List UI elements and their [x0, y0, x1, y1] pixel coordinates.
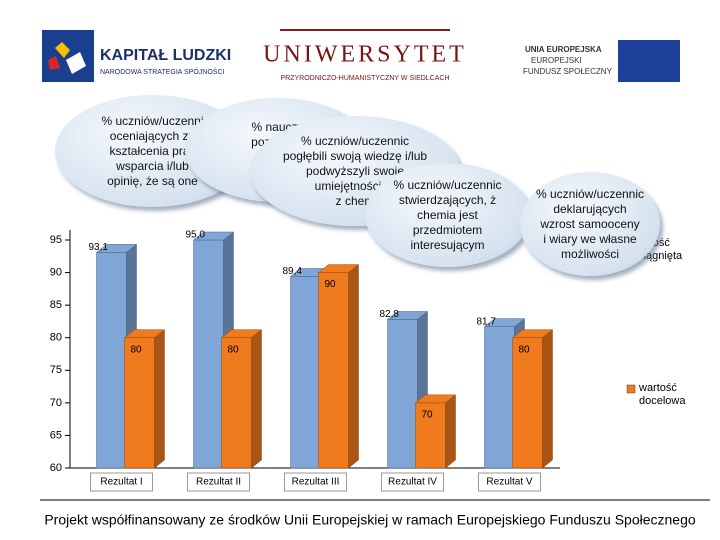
bar	[220, 329, 263, 469]
data-label: 80	[228, 344, 240, 355]
callout-line: % uczniów/uczennic	[393, 177, 502, 192]
callout-line: możliwości	[560, 246, 619, 261]
eu-flag	[618, 40, 680, 82]
y-tick-label: 85	[50, 299, 62, 311]
x-tick-label: Rezultat IV	[388, 477, 437, 488]
callout-line: deklarujących	[553, 201, 627, 216]
bar	[414, 394, 457, 469]
eu-line: EUROPEJSKI	[531, 56, 582, 65]
bar-side	[445, 394, 456, 469]
logo-subtitle: PRZYRODNICZO-HUMANISTYCZNY W SIEDLCACH	[280, 75, 449, 82]
data-label: 82,8	[380, 309, 400, 320]
bar-front	[221, 337, 252, 469]
y-tick-label: 80	[50, 332, 62, 344]
bar-side	[154, 329, 165, 469]
data-label: 81,7	[477, 316, 497, 327]
callout-line: stwierdzających, ż	[398, 192, 497, 207]
bar	[317, 264, 360, 469]
x-tick-label: Rezultat I	[100, 477, 142, 488]
eu-line: UNIA EUROPEJSKA	[525, 45, 602, 54]
bar	[386, 310, 429, 469]
callout-line: oceniających zn	[109, 128, 196, 143]
bar-front	[318, 272, 349, 469]
bar-front	[124, 337, 155, 469]
bar-front	[484, 326, 515, 469]
bar-front	[415, 402, 446, 469]
x-label-box	[381, 472, 444, 492]
bar	[511, 329, 554, 469]
callout-line: przedmiotem	[412, 222, 483, 237]
data-label: 80	[131, 344, 143, 355]
y-tick-label: 60	[50, 462, 62, 474]
callout: % uczniów/uczennic stwierdzających, ż chem…	[365, 163, 530, 267]
x-label-box	[284, 472, 347, 492]
bar	[123, 329, 166, 469]
x-tick-label: Rezultat V	[486, 477, 532, 488]
bar	[192, 231, 235, 469]
bar-front	[387, 319, 418, 469]
bar-front	[96, 252, 127, 469]
logo-title: KAPITAŁ LUDZKI	[100, 47, 231, 64]
callout-line: kształcenia prak	[109, 143, 196, 158]
data-label: 93,1	[89, 242, 109, 253]
bar-side	[542, 329, 553, 469]
callout-line: wzrost samooceny	[540, 216, 640, 231]
logo-title: UNIWERSYTET	[263, 42, 467, 68]
data-label: 80	[519, 344, 531, 355]
bar-front	[512, 337, 543, 469]
callout-line: pogłębili swoją wiedzę i/lub	[282, 148, 428, 163]
footer: Projekt współfinansowany ze środków Unii…	[44, 512, 696, 528]
legend-swatch	[626, 384, 636, 394]
y-tick-label: 95	[50, 234, 62, 246]
data-label: 89,4	[283, 266, 303, 277]
x-tick-label: Rezultat II	[196, 477, 241, 488]
callout-line: % uczniów/uczenni	[101, 113, 204, 128]
bar-front	[193, 239, 224, 469]
callout-line: z chem	[335, 193, 375, 208]
callout-line: chemia jest	[417, 207, 478, 222]
logo-kapital	[42, 30, 94, 82]
y-tick-label: 90	[50, 266, 62, 278]
callout-line: interesującym	[410, 237, 485, 252]
callout-line: % uczniów/uczennic	[300, 133, 410, 148]
x-label-box	[90, 472, 153, 492]
x-label-box	[478, 472, 541, 492]
y-tick-label: 70	[50, 397, 62, 409]
data-label: 70	[422, 409, 434, 420]
y-tick-label: 75	[50, 364, 62, 376]
bar-side	[348, 264, 359, 469]
logo-subtitle: NARODOWA STRATEGIA SPÓJNOŚCI	[100, 67, 225, 76]
bar-side	[251, 329, 262, 469]
callout: % uczniów/uczennic deklarujących wzrost sa…	[520, 172, 660, 276]
callout-line: podwyższyli swoje	[305, 163, 405, 178]
callout-line: % uczniów/uczennic	[535, 186, 645, 201]
callout-line: i wiary we własne	[543, 231, 637, 246]
x-label-box	[187, 472, 250, 492]
bar-front	[290, 276, 321, 469]
eu-line: FUNDUSZ SPOŁECZNY	[523, 67, 613, 76]
callout-line: opinię, że są one	[107, 173, 198, 188]
y-tick-label: 65	[50, 429, 62, 441]
x-tick-label: Rezultat III	[292, 477, 340, 488]
legend-label: wartość docelowa	[639, 382, 686, 407]
data-label: 90	[325, 279, 337, 290]
callout-line: wsparcia i/lub	[116, 158, 189, 173]
data-label: 95,0	[186, 230, 206, 241]
